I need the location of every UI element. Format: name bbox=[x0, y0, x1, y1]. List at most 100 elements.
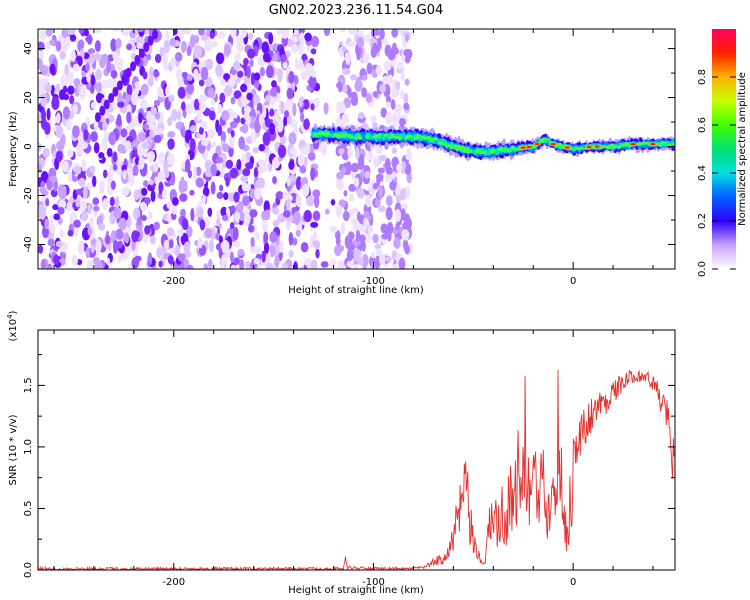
spectrogram-noise-cell bbox=[249, 121, 256, 130]
spectrogram-noise-cell bbox=[244, 260, 251, 269]
spectrogram-noise-cell bbox=[302, 99, 310, 110]
spectrogram-noise-cell bbox=[269, 231, 278, 243]
spectrogram-noise-cell bbox=[140, 101, 148, 109]
spectrogram-noise-cell bbox=[310, 221, 319, 228]
spectrogram-noise-cell bbox=[304, 32, 312, 42]
spectrogram-noise-cell bbox=[221, 254, 228, 266]
spectrogram-noise-cell bbox=[379, 83, 386, 94]
signal-track-cell bbox=[609, 143, 615, 147]
spectrogram-noise-cell bbox=[253, 258, 261, 265]
spectrogram-noise-cell bbox=[405, 153, 412, 161]
spectrogram-noise-cell bbox=[85, 116, 90, 127]
spectrogram-noise-cell bbox=[200, 66, 209, 81]
spectrogram-noise-cell bbox=[89, 165, 96, 173]
spectrogram-signal-track bbox=[311, 122, 675, 162]
spectrogram-noise-cell bbox=[86, 181, 93, 191]
spectrogram-noise-cell bbox=[98, 180, 105, 194]
spectrogram-noise-cell bbox=[181, 40, 187, 53]
spectrogram-noise-cell bbox=[230, 129, 235, 138]
spectrogram-noise-cell bbox=[335, 236, 341, 246]
spectrogram-noise-cell bbox=[295, 177, 301, 191]
spectrogram-noise-cell bbox=[138, 132, 146, 142]
spectrogram-noise-cell bbox=[286, 115, 292, 125]
spectrogram-noise-cell bbox=[244, 76, 251, 83]
spectrogram-noise-cell bbox=[157, 86, 162, 94]
spectrogram-noise-cell bbox=[385, 195, 393, 207]
y-tick-label: -40 bbox=[23, 236, 34, 252]
signal-hotspot bbox=[520, 146, 526, 149]
y-tick-label: 1.5 bbox=[23, 377, 34, 393]
spectrogram-noise-cell bbox=[320, 261, 329, 268]
spectrogram-noise-cell bbox=[351, 207, 359, 215]
spectrogram-noise-cell bbox=[375, 248, 383, 257]
spectrogram-noise-cell bbox=[272, 219, 280, 228]
spectrogram-noise-cell bbox=[195, 166, 202, 177]
spectrogram-noise-cell bbox=[153, 134, 162, 144]
y-tick-label: 0 bbox=[23, 143, 34, 149]
spectrogram-noise-cell bbox=[357, 36, 365, 49]
spectrogram-frame bbox=[37, 28, 676, 270]
spectrogram-noise-cell bbox=[183, 29, 192, 35]
spectrogram-noise-cell bbox=[336, 101, 342, 114]
spectrogram-noise-cell bbox=[370, 46, 378, 58]
spectrogram-noise-cell bbox=[189, 138, 196, 152]
colorbar: 0.0 0.2 0.4 0.6 0.8 Normalized spectral ampl… bbox=[697, 29, 748, 277]
signal-track-cell bbox=[658, 144, 663, 147]
spectrogram-noise-cell bbox=[202, 194, 207, 205]
spectrogram-noise-cell bbox=[184, 159, 191, 173]
spectrogram-noise-cell bbox=[196, 206, 204, 218]
spectrogram-noise-cell bbox=[320, 142, 328, 156]
spectrogram-noise-cell bbox=[250, 131, 257, 143]
signal-track-cell bbox=[438, 141, 444, 145]
spectrogram-noise-cell bbox=[254, 231, 260, 240]
spectrogram-noise-cell bbox=[44, 218, 50, 230]
spectrogram-noise-cell bbox=[204, 159, 213, 171]
spectrogram-noise-cell bbox=[258, 113, 264, 126]
spectrogram-noise-cell bbox=[138, 156, 145, 170]
spectrogram-noise-cell bbox=[295, 193, 302, 208]
spectrogram-noise-cell bbox=[341, 166, 347, 175]
spectrogram-noise-cell bbox=[268, 32, 274, 45]
spectrogram-noise-cell bbox=[106, 60, 112, 74]
spectrogram-noise-cell bbox=[378, 205, 386, 213]
spectrogram-noise-cell bbox=[348, 29, 355, 36]
spectrogram-noise-cell bbox=[38, 86, 44, 93]
signal-track-cell bbox=[325, 131, 331, 136]
spectrogram-noise-cell bbox=[112, 86, 119, 97]
spectrogram-noise-cell bbox=[75, 197, 81, 208]
spectrogram-noise-cell bbox=[225, 159, 234, 170]
spectrogram-noise-cell bbox=[385, 111, 393, 125]
spectrogram-noise-cell bbox=[402, 237, 408, 252]
spectrogram-noise-cell bbox=[236, 158, 242, 171]
spectrogram-noise-cell bbox=[108, 131, 117, 146]
spectrogram-noise-cell bbox=[189, 189, 195, 196]
spectrogram-noise-cell bbox=[272, 207, 280, 215]
spectrogram-noise-cell bbox=[272, 176, 277, 185]
chart-title: GN02.2023.236.11.54.G04 bbox=[269, 3, 444, 18]
spectrogram-noise-cell bbox=[58, 199, 67, 209]
spectrogram-noise-cell bbox=[340, 222, 346, 235]
spectrogram-noise-cell bbox=[349, 74, 358, 81]
spectrogram-noise-cell bbox=[404, 78, 410, 86]
spectrogram-noise-cell bbox=[216, 217, 221, 227]
spectrogram-noise-cell bbox=[300, 242, 309, 253]
spectrogram-noise-cell bbox=[282, 191, 291, 201]
spectrogram-noise-cell bbox=[150, 106, 158, 116]
spectrogram-noise-cell bbox=[189, 34, 196, 48]
spectrogram-noise-cell bbox=[347, 146, 353, 159]
spectrogram-noise-cell bbox=[166, 227, 174, 237]
spectrogram-noise-cell bbox=[403, 92, 409, 106]
spectrogram-noise-cell bbox=[186, 73, 193, 82]
spectrogram-noise-cell bbox=[263, 200, 270, 213]
spectrogram-noise-cell bbox=[112, 151, 118, 163]
spectrogram-noise-cell bbox=[95, 92, 103, 104]
signal-track-cell bbox=[365, 135, 370, 140]
spectrogram-noise-cell bbox=[404, 163, 412, 176]
spectrogram-noise-cell bbox=[330, 258, 337, 267]
spectrogram-noise-cell bbox=[335, 204, 343, 218]
spectrogram-noise-cell bbox=[153, 221, 161, 231]
spectrogram-noise-cell bbox=[87, 48, 96, 55]
spectrogram-noise-cell bbox=[247, 224, 255, 233]
spectrogram-noise-cell bbox=[90, 101, 96, 110]
spectrogram-noise-cell bbox=[221, 214, 229, 222]
